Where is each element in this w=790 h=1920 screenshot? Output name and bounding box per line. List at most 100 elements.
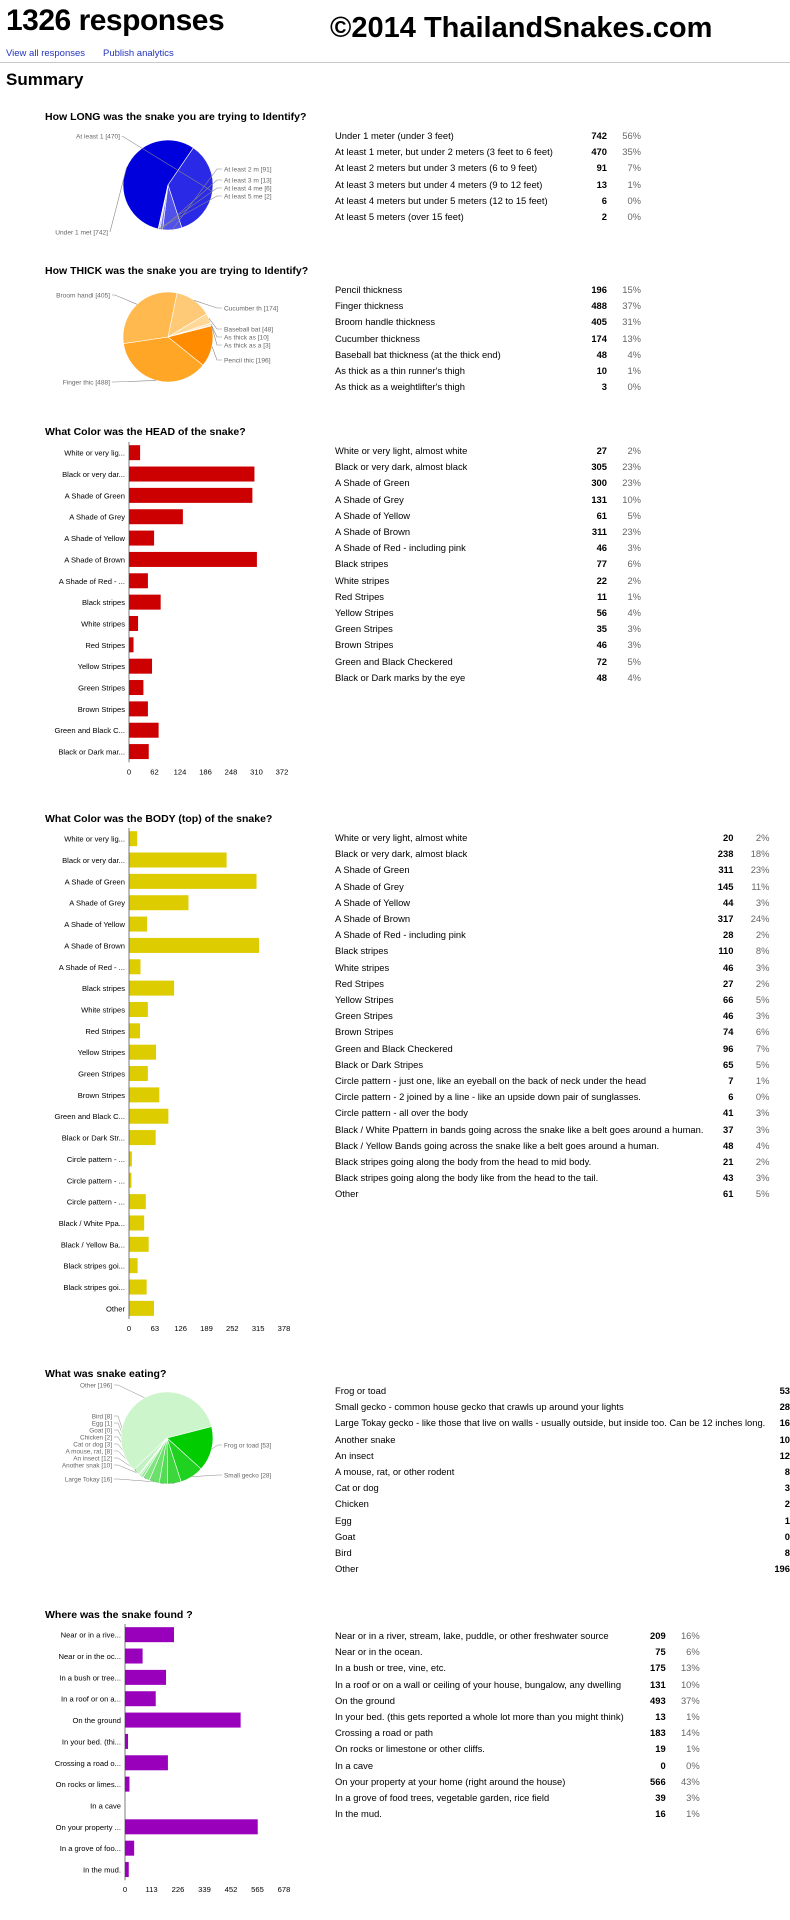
category-label: Yellow Stripes [78,1048,126,1057]
bar [125,1840,135,1856]
row-count: 61 [596,509,607,521]
bar [129,1236,149,1252]
pie-leader-line [191,1474,222,1477]
bar [129,1087,160,1103]
row-percent: 3% [627,542,641,554]
x-tick-label: 0 [123,1885,127,1894]
row-label: As thick as a thin runner's thigh [335,365,465,377]
bar [129,487,253,503]
row-count: 145 [717,880,734,892]
row-percent: 1% [755,1075,770,1087]
table-row: Black stripes going along the body from … [335,1154,769,1170]
pie-data-label: Pencil thic [196] [224,358,271,365]
pie-leader-line [112,380,157,383]
row-label: A Shade of Yellow [335,509,411,521]
table-row: Near or in a river, stream, lake, puddle… [335,1628,700,1644]
row-count: 46 [723,1010,734,1022]
eating-results-table: Frog or toad 53 Small gecko - common house… [335,1383,790,1577]
question-title: What Color was the HEAD of the snake? [45,426,246,438]
bar [129,530,155,546]
view-all-responses-link[interactable]: View all responses [6,48,86,59]
category-label: Green and Black C... [55,726,126,735]
row-percent: 3% [627,639,641,651]
row-label: Black stripes [335,558,389,570]
row-count: 72 [596,655,607,667]
table-row: As thick as a weightlifter's thigh 3 0% [335,379,641,395]
row-label: On rocks or limestone or other cliffs. [335,1743,485,1755]
pie-slice [166,1426,214,1470]
bar [125,1776,130,1792]
row-count: 2 [601,211,607,223]
row-count: 22 [596,574,607,586]
row-count: 174 [591,332,607,344]
table-row: Green and Black Checkered 72 5% [335,654,641,670]
bar [129,573,148,589]
category-label: In a bush or tree... [59,1673,121,1682]
body-color-results-table: White or very light, almost white 20 2% Bla… [335,830,769,1203]
row-percent: 5% [755,1058,770,1070]
row-percent: 1% [627,365,641,377]
bar [129,1044,157,1060]
row-percent: 35% [622,146,641,158]
bar [129,937,259,953]
table-row: In a roof or on a wall or ceiling of you… [335,1677,700,1693]
table-row: A Shade of Red - including pink 28 2% [335,927,769,943]
bar [129,658,153,674]
row-label: A mouse, rat, or other rodent [335,1466,455,1478]
table-row: Black or Dark marks by the eye 48 4% [335,670,641,686]
row-percent: 2% [755,977,770,989]
row-count: 16 [655,1808,666,1820]
bar [125,1862,129,1878]
pie-leader-line [193,300,222,309]
category-label: On rocks or limes... [56,1780,121,1789]
row-label: White or very light, almost white [335,832,468,843]
table-row: White stripes 46 3% [335,960,769,976]
row-percent: 24% [750,913,770,925]
row-label: A Shade of Green [335,477,410,489]
table-row: Egg 1 [335,1513,790,1529]
bar [129,1194,146,1210]
row-count: 1 [784,1514,790,1526]
bar [129,1130,156,1146]
table-row: On rocks or limestone or other cliffs. 19… [335,1741,700,1757]
pie-data-label: Baseball bat [48] [224,327,273,334]
question-title: Where was the snake found ? [45,1609,193,1621]
row-count: 13 [655,1711,666,1723]
row-label: A Shade of Brown [335,526,411,538]
bar [129,1108,169,1124]
row-percent: 1% [627,590,641,602]
row-label: Black or Dark Stripes [335,1058,424,1070]
row-count: 300 [591,477,607,489]
bar [129,1151,132,1167]
row-count: 2 [784,1498,790,1510]
category-label: Black or very dar... [62,856,125,865]
pie-data-label: At least 1 [470] [76,134,120,141]
row-label: Yellow Stripes [335,994,394,1006]
row-count: 3 [601,381,607,393]
bar [129,1279,147,1295]
category-label: In a cave [90,1801,121,1810]
row-percent: 43% [680,1775,700,1787]
pie-data-label: Broom handl [405] [56,293,110,300]
category-label: Red Stripes [85,1027,125,1036]
publish-analytics-link[interactable]: Publish analytics [103,48,174,59]
category-label: On your property ... [56,1823,121,1832]
category-label: A Shade of Red - ... [59,577,125,586]
header-divider [0,62,790,63]
row-count: 196 [774,1563,790,1575]
row-percent: 13% [622,332,641,344]
row-percent: 3% [755,1172,770,1184]
row-label: On the ground [335,1694,395,1706]
row-label: In a bush or tree, vine, etc. [335,1662,446,1674]
pie-leader-line [211,346,222,361]
x-tick-label: 339 [198,1885,211,1894]
pie-leader-line [158,195,222,230]
table-row: In a bush or tree, vine, etc. 175 13% [335,1660,700,1676]
x-tick-label: 252 [226,1324,239,1333]
row-label: In a roof or on a wall or ceiling of you… [335,1678,622,1690]
x-tick-label: 186 [199,767,212,776]
category-label: White or very lig... [64,835,125,844]
category-label: A Shade of Brown [64,555,125,564]
row-percent: 3% [627,623,641,635]
row-label: In the mud. [335,1808,382,1820]
